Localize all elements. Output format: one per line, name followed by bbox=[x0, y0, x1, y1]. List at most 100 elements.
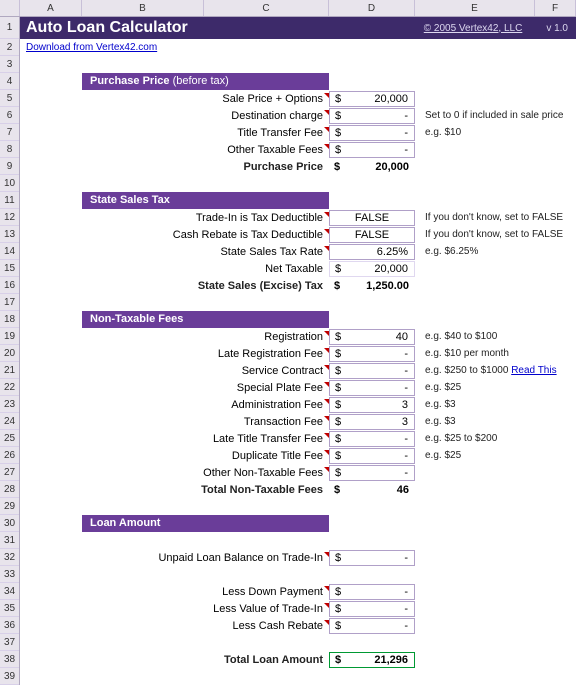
value-cell[interactable]: FALSE bbox=[329, 210, 415, 226]
value-cell[interactable]: $- bbox=[329, 380, 415, 396]
row-header[interactable]: 6 bbox=[0, 107, 19, 124]
value-cell[interactable]: $- bbox=[329, 346, 415, 362]
value-cell[interactable]: $- bbox=[329, 363, 415, 379]
row-header[interactable]: 37 bbox=[0, 634, 19, 651]
row-label-cell: Unpaid Loan Balance on Trade-In bbox=[20, 552, 329, 564]
value-cell[interactable]: $- bbox=[329, 601, 415, 617]
value-cell[interactable]: $3 bbox=[329, 397, 415, 413]
currency-symbol: $ bbox=[330, 382, 346, 394]
value-cell[interactable]: $- bbox=[329, 465, 415, 481]
title-bar: Auto Loan Calculator © 2005 Vertex42, LL… bbox=[20, 17, 576, 39]
row-header[interactable]: 26 bbox=[0, 447, 19, 464]
row-header[interactable]: 1 bbox=[0, 17, 19, 39]
value-cell[interactable]: $- bbox=[329, 431, 415, 447]
row-header[interactable]: 18 bbox=[0, 311, 19, 328]
row-header[interactable]: 33 bbox=[0, 566, 19, 583]
row-header[interactable]: 7 bbox=[0, 124, 19, 141]
row-label-cell: Less Value of Trade-In bbox=[20, 603, 329, 615]
copyright-link[interactable]: © 2005 Vertex42, LLC bbox=[424, 23, 523, 34]
hint-text: e.g. $10 bbox=[415, 127, 461, 138]
row-header[interactable]: 15 bbox=[0, 260, 19, 277]
row-header[interactable]: 22 bbox=[0, 379, 19, 396]
row-label: Net Taxable bbox=[265, 263, 323, 275]
row-label-cell: Late Title Transfer Fee bbox=[20, 433, 329, 445]
row: Purchase Price (before tax) bbox=[20, 73, 576, 90]
blank-row bbox=[20, 634, 576, 651]
row-header[interactable]: 25 bbox=[0, 430, 19, 447]
row-header[interactable]: 17 bbox=[0, 294, 19, 311]
total-number: 21,296 bbox=[346, 654, 414, 666]
value-cell[interactable]: $40 bbox=[329, 329, 415, 345]
value-cell[interactable]: $- bbox=[329, 108, 415, 124]
row-header[interactable]: 34 bbox=[0, 583, 19, 600]
read-this-link[interactable]: Read This bbox=[511, 365, 556, 376]
row-header[interactable]: 13 bbox=[0, 226, 19, 243]
download-link[interactable]: Download from Vertex42.com bbox=[20, 39, 576, 56]
row-header[interactable]: 19 bbox=[0, 328, 19, 345]
row-header[interactable]: 30 bbox=[0, 515, 19, 532]
value-cell[interactable]: $20,000 bbox=[329, 261, 415, 277]
row-header[interactable]: 10 bbox=[0, 175, 19, 192]
row-header[interactable]: 29 bbox=[0, 498, 19, 515]
value-cell[interactable]: $3 bbox=[329, 414, 415, 430]
row-header[interactable]: 35 bbox=[0, 600, 19, 617]
row-header[interactable]: 39 bbox=[0, 668, 19, 685]
row-header[interactable]: 14 bbox=[0, 243, 19, 260]
row-label: Less Cash Rebate bbox=[233, 620, 324, 632]
col-header[interactable]: F bbox=[535, 0, 576, 16]
row-header[interactable]: 9 bbox=[0, 158, 19, 175]
row-label-cell: Late Registration Fee bbox=[20, 348, 329, 360]
col-header[interactable]: C bbox=[204, 0, 329, 16]
row-label: Trade-In is Tax Deductible bbox=[196, 212, 323, 224]
row-header[interactable]: 3 bbox=[0, 56, 19, 73]
blank-row bbox=[20, 532, 576, 549]
data-row: Special Plate Fee$-e.g. $25 bbox=[20, 379, 576, 396]
data-row: Other Taxable Fees$- bbox=[20, 141, 576, 158]
value-cell[interactable]: $- bbox=[329, 618, 415, 634]
hint-text: e.g. $3 bbox=[415, 416, 456, 427]
value-cell[interactable]: $- bbox=[329, 125, 415, 141]
col-header[interactable]: A bbox=[20, 0, 82, 16]
value-cell[interactable]: $20,000 bbox=[329, 91, 415, 107]
currency-symbol: $ bbox=[329, 484, 345, 496]
row-header[interactable]: 11 bbox=[0, 192, 19, 209]
value-cell[interactable]: 6.25% bbox=[329, 244, 415, 260]
row-label-cell: Registration bbox=[20, 331, 329, 343]
value-cell[interactable]: $- bbox=[329, 550, 415, 566]
row-header[interactable]: 20 bbox=[0, 345, 19, 362]
row-header[interactable]: 8 bbox=[0, 141, 19, 158]
row-header[interactable]: 23 bbox=[0, 396, 19, 413]
row-header[interactable]: 28 bbox=[0, 481, 19, 498]
data-row: Transaction Fee$3e.g. $3 bbox=[20, 413, 576, 430]
value-cell[interactable]: $- bbox=[329, 448, 415, 464]
col-header[interactable]: D bbox=[329, 0, 415, 16]
row-header[interactable]: 36 bbox=[0, 617, 19, 634]
blank-row bbox=[20, 566, 576, 583]
row-header[interactable]: 27 bbox=[0, 464, 19, 481]
row-label-cell: Other Taxable Fees bbox=[20, 144, 329, 156]
blank-row bbox=[20, 498, 576, 515]
row-header[interactable]: 16 bbox=[0, 277, 19, 294]
col-header[interactable]: E bbox=[415, 0, 535, 16]
row-header[interactable]: 2 bbox=[0, 39, 19, 56]
row-header[interactable]: 38 bbox=[0, 651, 19, 668]
row-header[interactable]: 5 bbox=[0, 90, 19, 107]
data-row: Unpaid Loan Balance on Trade-In $- bbox=[20, 549, 576, 566]
currency-symbol: $ bbox=[330, 93, 346, 105]
value-cell[interactable]: $- bbox=[329, 584, 415, 600]
currency-symbol: $ bbox=[330, 399, 346, 411]
row-header[interactable]: 21 bbox=[0, 362, 19, 379]
row-label-cell: Cash Rebate is Tax Deductible bbox=[20, 229, 329, 241]
value-cell[interactable]: $- bbox=[329, 142, 415, 158]
col-header[interactable]: B bbox=[82, 0, 204, 16]
row-label: Registration bbox=[264, 331, 323, 343]
row-header[interactable]: 4 bbox=[0, 73, 19, 90]
row-label: Unpaid Loan Balance on Trade-In bbox=[158, 552, 323, 564]
value-cell[interactable]: FALSE bbox=[329, 227, 415, 243]
row-header[interactable]: 24 bbox=[0, 413, 19, 430]
row-header[interactable]: 12 bbox=[0, 209, 19, 226]
row-label-cell: Administration Fee bbox=[20, 399, 329, 411]
row-header[interactable]: 31 bbox=[0, 532, 19, 549]
row-header[interactable]: 32 bbox=[0, 549, 19, 566]
total-value: $ 1,250.00 bbox=[329, 278, 415, 294]
